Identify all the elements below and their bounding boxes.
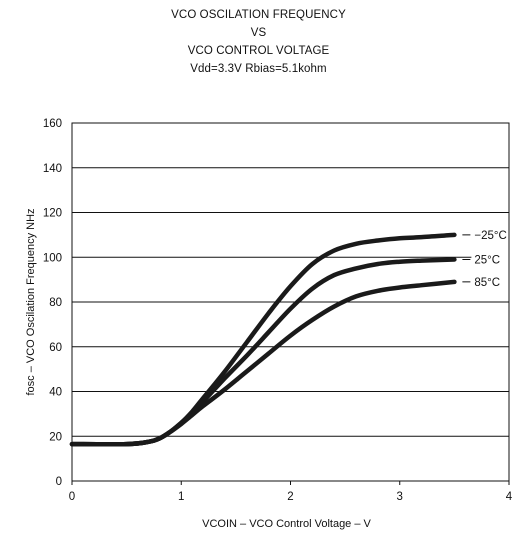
x-tick-label: 4 (506, 491, 513, 503)
series-label-2: 85°C (474, 277, 500, 289)
chart-title-line-1: VCO OSCILATION FREQUENCY (171, 9, 346, 21)
plot-series (69, 232, 457, 447)
y-tick-label: 100 (43, 252, 62, 264)
chart-title-line-2: VS (250, 27, 267, 39)
y-tick-label: 20 (49, 431, 62, 443)
x-tick-label: 0 (69, 491, 75, 503)
series-line-2 (69, 279, 457, 447)
x-tick-label: 3 (397, 491, 403, 503)
series-label-1: 25°C (474, 254, 500, 266)
y-tick-label: 120 (43, 208, 62, 220)
plot-frame (71, 122, 510, 482)
y-axis-ticks: 0 20 40 60 80 100 120 140 160 (43, 118, 62, 488)
y-tick-label: 0 (56, 476, 62, 488)
chart-subtitle: Vdd=3.3V Rbias=5.1kohm (190, 63, 327, 75)
x-tick-label: 2 (287, 491, 293, 503)
series-label-0: −25°C (474, 230, 506, 242)
y-tick-label: 60 (49, 342, 62, 354)
y-tick-label: 40 (49, 387, 62, 399)
chart-title: VCO OSCILATION FREQUENCY VS VCO CONTROL … (0, 6, 517, 78)
y-tick-label: 160 (43, 118, 62, 130)
series-labels: −25°C 25°C 85°C (462, 226, 512, 289)
y-axis-label: fosc – VCO Oscilation Frequency NHz (25, 208, 37, 395)
series-label-background (471, 226, 512, 242)
x-axis-ticks: 0 1 2 3 4 (69, 481, 513, 503)
gridlines (72, 167, 509, 437)
chart-title-line-3: VCO CONTROL VOLTAGE (187, 45, 330, 57)
series-label-background (471, 273, 512, 289)
y-tick-label: 80 (49, 297, 62, 309)
x-axis-label: VCOIN – VCO Control Voltage – V (202, 518, 371, 530)
x-tick-label: 1 (178, 491, 184, 503)
series-label-background (471, 251, 512, 267)
y-tick-label: 140 (43, 163, 62, 175)
